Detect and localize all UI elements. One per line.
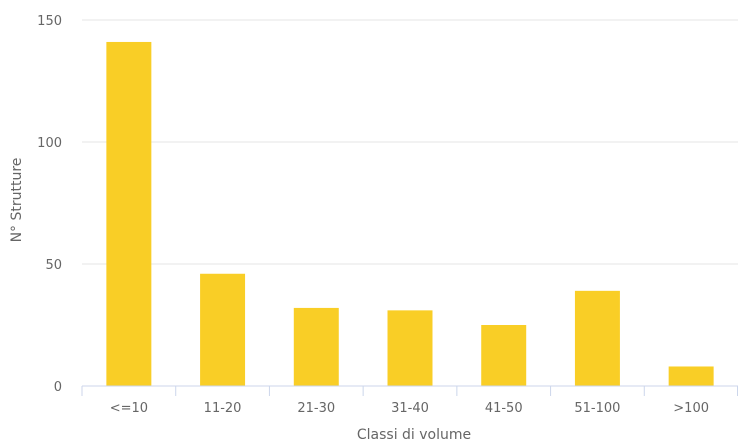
bar [481,325,527,386]
x-tick-label: <=10 [110,401,148,416]
bar [574,290,620,386]
y-tick-label: 100 [37,136,62,151]
x-axis-ticks: <=10 11-20 21-30 31-40 41-50 51-100 >100 [110,401,709,416]
bar [668,366,714,386]
y-axis-title: N° Strutture [9,158,25,243]
bar [106,41,152,387]
x-axis [81,385,738,396]
x-tick-label: 11-20 [204,401,242,416]
y-tick-label: 0 [54,380,62,395]
x-tick-label: 31-40 [391,401,429,416]
x-axis-title: Classi di volume [357,427,471,441]
x-tick-label: >100 [673,401,709,416]
y-tick-label: 50 [45,258,62,273]
bar [293,307,339,386]
gridlines [82,19,738,265]
y-axis-ticks: 0 50 100 150 [37,14,62,395]
x-tick-label: 41-50 [485,401,523,416]
bars [106,41,714,387]
x-tick-label: 21-30 [297,401,335,416]
x-tick-label: 51-100 [574,401,620,416]
bar [387,310,433,386]
y-tick-label: 150 [37,14,62,29]
bar [200,273,246,386]
